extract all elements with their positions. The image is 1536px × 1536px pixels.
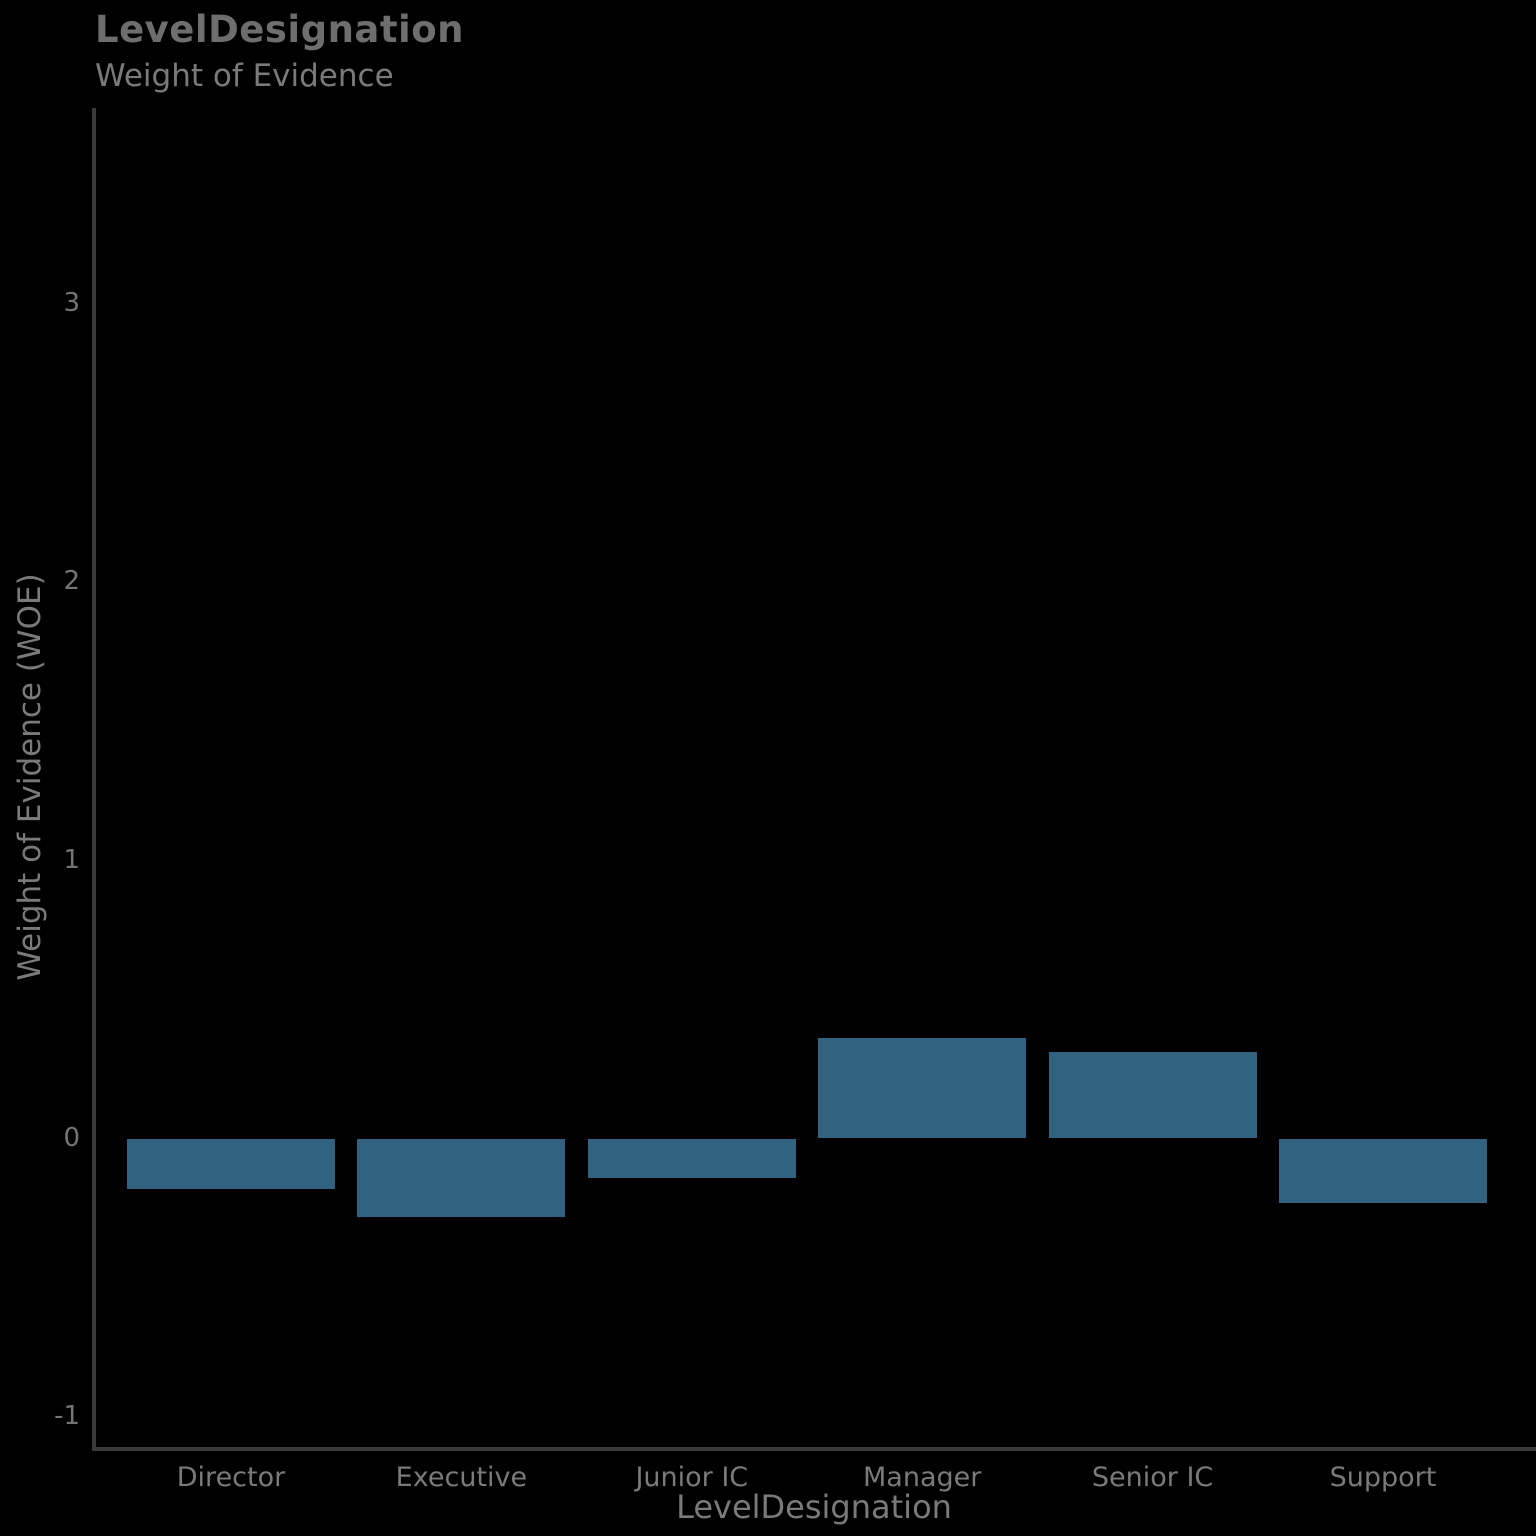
x-tick-label: Senior IC (1091, 1462, 1214, 1493)
x-axis-line (92, 1447, 1536, 1451)
chart-subtitle: Weight of Evidence (95, 58, 394, 94)
bar-junior-ic (587, 1139, 796, 1178)
y-axis-line (92, 108, 96, 1451)
bar-executive (357, 1139, 566, 1217)
y-tick-label: 3 (63, 287, 80, 318)
x-tick-label: Manager (863, 1462, 982, 1493)
chart-title: LevelDesignation (95, 8, 465, 51)
bar-support (1279, 1139, 1487, 1204)
x-tick-label: Junior IC (635, 1462, 749, 1493)
y-tick-label: -1 (54, 1401, 80, 1432)
y-axis-title: Weight of Evidence (WOE) (12, 573, 48, 981)
y-tick-label: 1 (63, 844, 80, 875)
bar-manager (818, 1037, 1027, 1138)
bar-senior-ic (1048, 1051, 1257, 1138)
x-tick-label: Support (1329, 1462, 1437, 1493)
x-tick-label: Director (176, 1462, 286, 1493)
x-axis-title: LevelDesignation (676, 1488, 952, 1526)
bar-director (127, 1139, 335, 1190)
y-tick-label: 0 (63, 1123, 80, 1153)
y-tick-label: 2 (63, 566, 80, 597)
x-tick-label: Executive (395, 1462, 528, 1493)
